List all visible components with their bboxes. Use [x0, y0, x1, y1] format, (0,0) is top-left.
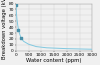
Point: [20, 37, 22, 38]
Point: [18, 29, 19, 30]
X-axis label: Water content (ppm): Water content (ppm): [26, 58, 82, 63]
Y-axis label: Breakdown voltage (kV): Breakdown voltage (kV): [2, 0, 7, 59]
Point: [15, 4, 17, 5]
